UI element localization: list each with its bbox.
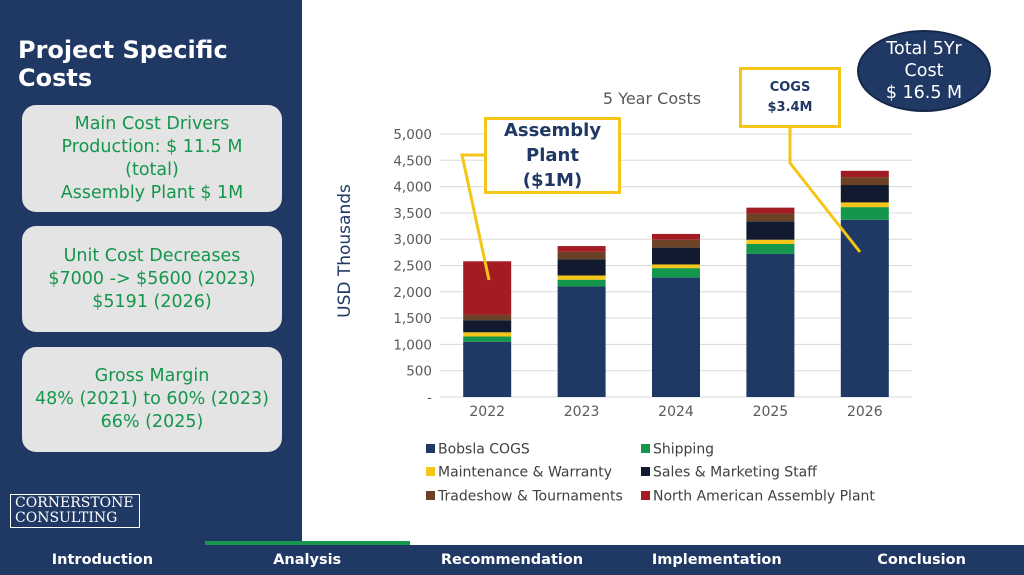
legend-swatch (641, 491, 650, 500)
nav-conclusion[interactable]: Conclusion (877, 552, 966, 568)
page-title: Project Specific Costs (18, 36, 228, 92)
y-tick-label: 3,500 (393, 206, 432, 222)
legend-label: Shipping (653, 442, 714, 458)
bar-segment (746, 221, 795, 240)
bar-segment (840, 185, 889, 203)
card-line: Unit Cost Decreases (63, 245, 241, 266)
bar-segment (463, 320, 512, 333)
bar-segment (840, 207, 889, 220)
legend-swatch (426, 467, 435, 476)
card-line: (total) (125, 159, 179, 180)
callout-line: Plant (526, 145, 579, 166)
nav-progress-indicator (205, 541, 410, 545)
nav-introduction[interactable]: Introduction (51, 552, 154, 568)
card-line: 48% (2021) to 60% (2023) (35, 389, 269, 409)
bar-segment (840, 219, 889, 397)
assembly-plant-callout: Assembly Plant ($1M) (484, 117, 621, 194)
total-line: $ 16.5 M (885, 83, 963, 103)
bar-segment (840, 202, 889, 208)
x-tick-label: 2022 (469, 404, 505, 420)
y-tick-label: 2,500 (393, 259, 432, 275)
y-tick-label: 1,500 (393, 311, 432, 327)
bar-segment (652, 264, 700, 269)
bar-segment (652, 233, 700, 240)
bar-segment (652, 239, 700, 248)
legend-swatch (641, 444, 650, 453)
stacked-bar-chart: - 500 1,000 1,500 2,000 2,500 3,000 3,500 4,000 4… (335, 89, 912, 505)
nav-analysis[interactable]: Analysis (273, 552, 342, 568)
bar-segment (557, 279, 606, 287)
y-tick-label: 2,000 (393, 285, 432, 301)
bar-segment (557, 259, 606, 276)
y-tick-label: - (427, 390, 432, 406)
y-axis-label: USD Thousands (335, 184, 355, 318)
bar-segment (463, 341, 512, 397)
bottom-nav: Introduction Analysis Recommendation Imp… (0, 541, 1024, 575)
x-tick-label: 2025 (753, 404, 789, 420)
legend-swatch (426, 491, 435, 500)
bar-segment (746, 253, 795, 397)
legend-label: Maintenance & Warranty (438, 465, 612, 481)
bar-segment (463, 314, 512, 321)
bar-segment (652, 268, 700, 278)
y-tick-label: 3,000 (393, 232, 432, 248)
company-logo: CORNERSTONE CONSULTING (10, 494, 140, 528)
assembly-callout-pointer (460, 153, 491, 281)
bar-segment (557, 286, 606, 397)
bar-segment (652, 277, 700, 397)
cogs-callout: COGS $3.4M (739, 67, 841, 128)
legend-label: Bobsla COGS (438, 442, 530, 458)
callout-line: Assembly (503, 120, 602, 141)
bar-segment (746, 239, 795, 244)
callout-line: ($1M) (522, 170, 583, 191)
total-cost-oval: Total 5Yr Cost $ 16.5 M (857, 30, 991, 112)
bar-segment (463, 336, 512, 342)
card-line: Assembly Plant $ 1M (60, 182, 244, 203)
legend-label: Tradeshow & Tournaments (437, 489, 623, 505)
card-line: 66% (2025) (100, 412, 204, 432)
y-tick-label: 4,500 (393, 153, 432, 169)
card-line: Production: $ 11.5 M (61, 136, 243, 157)
bar-segment (557, 251, 606, 260)
card-line: Gross Margin (94, 366, 210, 386)
nav-recommendation[interactable]: Recommendation (440, 552, 584, 568)
callout-line: $3.4M (767, 99, 813, 115)
legend-swatch (426, 444, 435, 453)
legend-label: North American Assembly Plant (653, 489, 875, 505)
y-tick-label: 4,000 (393, 180, 432, 196)
bar-segment (557, 246, 606, 252)
bar-segment (840, 170, 889, 178)
chart-title: 5 Year Costs (603, 89, 701, 108)
bar-segment (652, 247, 700, 265)
nav-implementation[interactable]: Implementation (651, 552, 782, 568)
bar-segment (557, 275, 606, 280)
bar-segment (840, 177, 889, 186)
bar-segment (746, 207, 795, 214)
cost-drivers-card: Main Cost Drivers Production: $ 11.5 M (… (22, 105, 282, 212)
y-tick-label: 1,000 (393, 337, 432, 353)
legend-label: Sales & Marketing Staff (653, 465, 817, 481)
card-line: $7000 -> $5600 (2023) (48, 268, 256, 289)
callout-line: COGS (769, 79, 811, 95)
bar-segment (463, 332, 512, 337)
logo-line: CORNERSTONE (15, 495, 134, 511)
legend-swatch (641, 467, 650, 476)
total-line: Cost (904, 61, 944, 81)
total-line: Total 5Yr (886, 39, 962, 59)
x-tick-label: 2026 (847, 404, 883, 420)
y-tick-label: 5,000 (393, 127, 432, 143)
y-tick-label: 500 (406, 364, 432, 380)
x-tick-label: 2024 (658, 404, 694, 420)
logo-line: CONSULTING (15, 510, 118, 526)
gross-margin-card: Gross Margin 48% (2021) to 60% (2023) 66… (22, 347, 282, 452)
bar-segment (746, 243, 795, 254)
x-tick-label: 2023 (564, 404, 600, 420)
card-line: $5191 (2026) (92, 291, 212, 312)
sidebar: Project Specific Costs Main Cost Drivers… (0, 0, 302, 545)
bar-segment (746, 213, 795, 222)
card-line: Main Cost Drivers (74, 113, 230, 134)
unit-cost-card: Unit Cost Decreases $7000 -> $5600 (2023… (22, 226, 282, 332)
cogs-callout-pointer (788, 128, 862, 253)
